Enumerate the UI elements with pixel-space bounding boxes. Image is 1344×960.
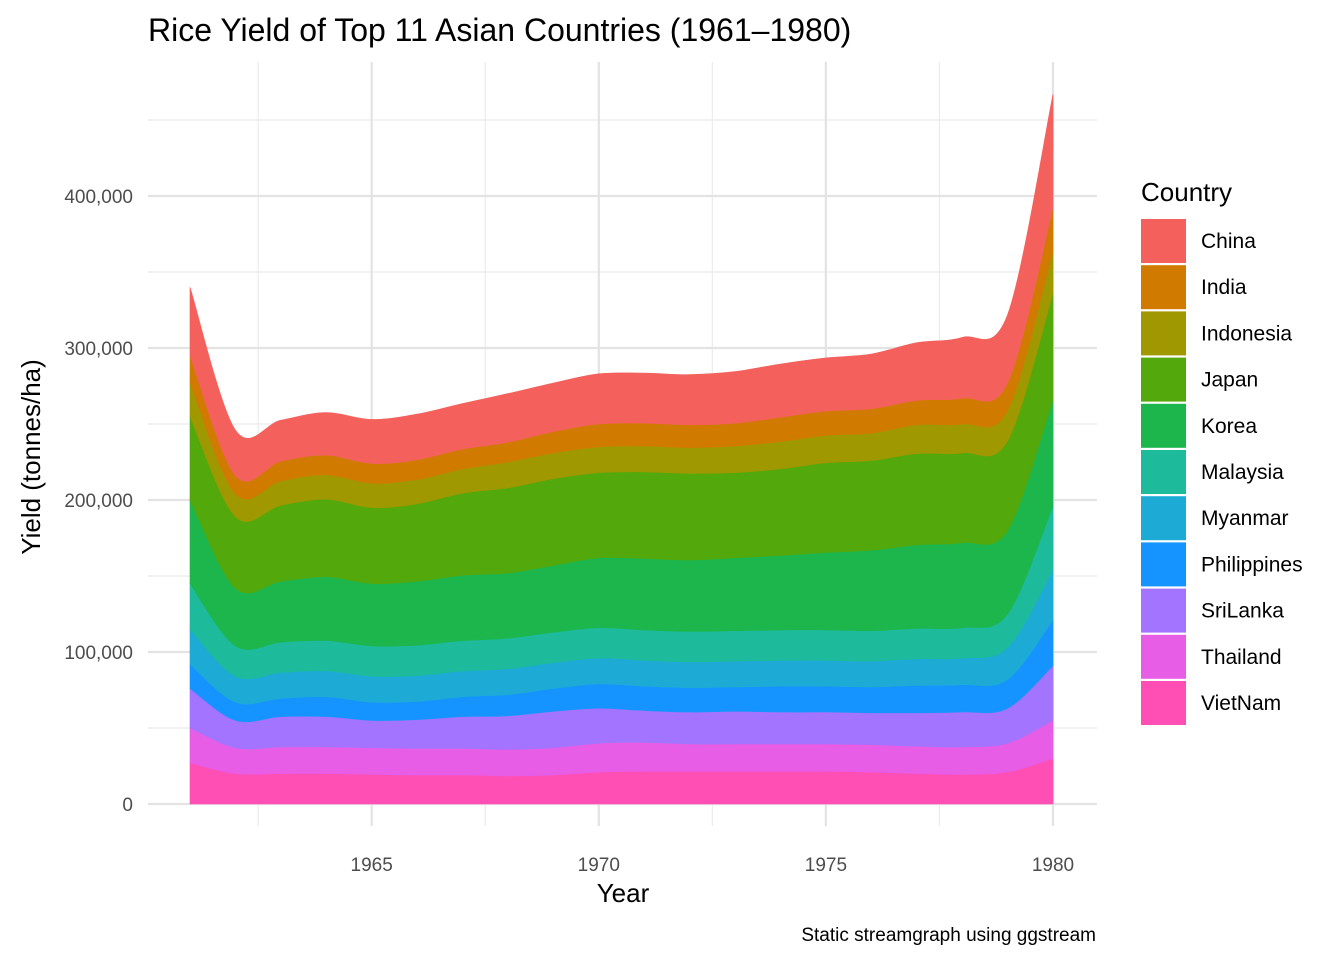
- legend-items: China India Indonesia Japan Korea Malaysia Mya…: [1141, 219, 1303, 725]
- legend-label: China: [1201, 230, 1256, 253]
- legend-swatch: [1141, 681, 1186, 725]
- legend-swatch: [1141, 311, 1186, 356]
- legend-label: SriLanka: [1201, 600, 1284, 623]
- legend-label: Thailand: [1201, 646, 1282, 669]
- legend-swatch: [1141, 357, 1186, 402]
- legend-item-indonesia: Indonesia: [1141, 311, 1292, 356]
- legend-label: India: [1201, 276, 1247, 299]
- legend-swatch: [1141, 496, 1186, 541]
- legend-swatch: [1141, 450, 1186, 494]
- y-axis-title: Yield (tonnes/ha): [16, 359, 46, 555]
- legend-item-korea: Korea: [1141, 403, 1257, 448]
- legend-item-vietnam: VietNam: [1141, 681, 1281, 725]
- y-tick-label: 0: [122, 795, 133, 816]
- x-tick-label: 1975: [805, 855, 847, 876]
- axis-layer: 1965 1970 1975 1980 0 100,000 200,000 300,000 40…: [64, 187, 1074, 876]
- chart-caption: Static streamgraph using ggstream: [801, 925, 1096, 946]
- legend-item-japan: Japan: [1141, 357, 1258, 402]
- legend-item-philippines: Philippines: [1141, 542, 1303, 587]
- legend: Country China India Indonesia Japan Korea Mal…: [1141, 177, 1303, 725]
- legend-item-thailand: Thailand: [1141, 634, 1282, 679]
- stream-band-china: [189, 94, 1054, 482]
- y-tick-label: 300,000: [64, 339, 133, 360]
- legend-label: Korea: [1201, 415, 1257, 438]
- legend-swatch: [1141, 403, 1186, 448]
- legend-swatch: [1141, 542, 1186, 587]
- legend-item-srilanka: SriLanka: [1141, 588, 1284, 633]
- x-axis-title: Year: [597, 878, 650, 908]
- legend-swatch: [1141, 219, 1186, 263]
- y-tick-label: 200,000: [64, 491, 133, 512]
- x-tick-label: 1965: [351, 855, 393, 876]
- legend-label: Myanmar: [1201, 507, 1289, 530]
- legend-item-china: China: [1141, 219, 1256, 263]
- legend-swatch: [1141, 265, 1186, 310]
- legend-label: VietNam: [1201, 692, 1281, 715]
- legend-item-malaysia: Malaysia: [1141, 450, 1284, 494]
- legend-swatch: [1141, 588, 1186, 633]
- legend-item-myanmar: Myanmar: [1141, 496, 1289, 541]
- chart-title: Rice Yield of Top 11 Asian Countries (19…: [148, 12, 851, 48]
- y-tick-label: 100,000: [64, 643, 133, 664]
- legend-label: Japan: [1201, 369, 1258, 392]
- legend-label: Philippines: [1201, 553, 1303, 576]
- legend-title: Country: [1141, 177, 1232, 207]
- x-tick-label: 1970: [578, 855, 620, 876]
- y-tick-label: 400,000: [64, 187, 133, 208]
- x-tick-label: 1980: [1032, 855, 1074, 876]
- stream-layer: [189, 94, 1054, 805]
- legend-swatch: [1141, 634, 1186, 679]
- legend-item-india: India: [1141, 265, 1247, 310]
- legend-label: Indonesia: [1201, 322, 1292, 345]
- legend-label: Malaysia: [1201, 461, 1284, 484]
